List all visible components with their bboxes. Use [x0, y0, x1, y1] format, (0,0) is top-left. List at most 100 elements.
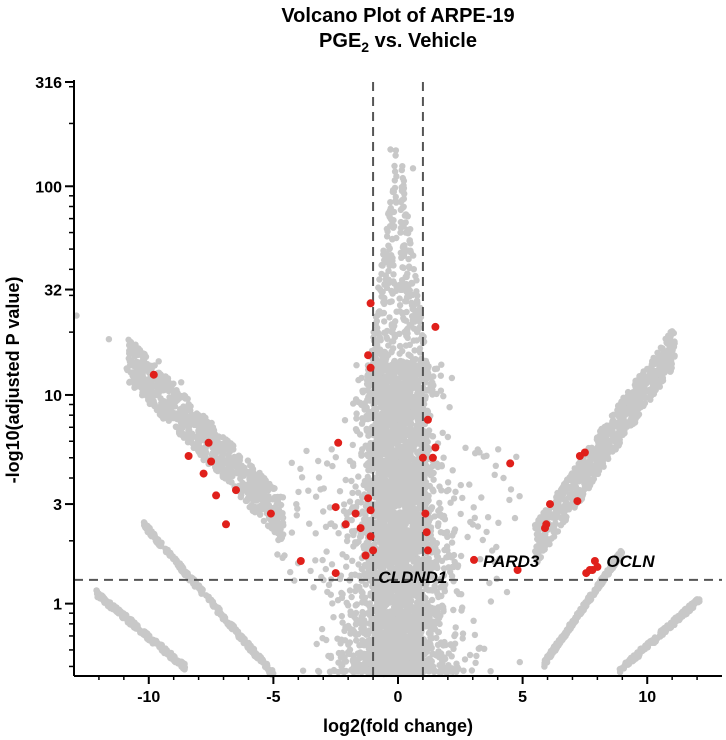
background-point: [377, 603, 384, 610]
background-point: [407, 352, 414, 360]
background-point: [358, 450, 365, 457]
background-point: [398, 277, 406, 284]
chart-title-line2: PGE2 vs. Vehicle: [319, 30, 477, 55]
background-point: [400, 177, 408, 185]
background-point: [312, 493, 320, 500]
background-point: [411, 347, 418, 354]
background-point: [248, 501, 256, 509]
background-point: [359, 493, 366, 501]
background-point: [447, 499, 454, 506]
background-point: [362, 581, 369, 588]
background-point: [440, 454, 447, 461]
background-point: [219, 460, 226, 467]
background-point: [142, 384, 150, 392]
background-point: [176, 394, 184, 401]
background-point: [340, 507, 348, 515]
background-point: [415, 519, 422, 527]
background-point: [373, 407, 380, 414]
background-point: [359, 508, 366, 515]
background-point: [389, 187, 397, 194]
background-point: [399, 444, 406, 452]
background-point: [402, 371, 409, 378]
background-point: [427, 625, 434, 632]
background-point: [388, 328, 395, 336]
background-point: [378, 512, 386, 519]
background-point: [437, 372, 444, 379]
background-point: [513, 453, 520, 460]
background-point: [374, 433, 381, 440]
background-point: [159, 387, 166, 394]
background-point: [352, 483, 359, 490]
background-point: [443, 487, 450, 495]
background-point: [355, 489, 362, 496]
background-point: [379, 622, 386, 630]
background-point: [361, 662, 368, 669]
background-point: [390, 217, 397, 224]
background-point: [369, 556, 377, 563]
background-point: [380, 664, 387, 671]
background-point: [416, 638, 424, 645]
background-point: [381, 329, 388, 336]
background-point: [457, 481, 464, 489]
background-point: [349, 441, 356, 449]
background-point: [410, 252, 417, 259]
background-point: [362, 519, 369, 526]
background-point: [448, 374, 456, 382]
background-point: [384, 553, 391, 560]
background-point: [457, 510, 464, 518]
background-point: [279, 519, 287, 527]
background-point: [326, 668, 334, 676]
background-point: [386, 245, 393, 252]
background-point: [342, 658, 350, 665]
background-point: [368, 467, 376, 474]
background-point: [389, 559, 397, 566]
background-point: [385, 276, 392, 283]
background-point: [385, 267, 392, 275]
background-point: [378, 419, 385, 426]
background-point: [197, 428, 204, 435]
background-point: [428, 596, 436, 604]
background-point: [487, 598, 495, 605]
background-point: [438, 592, 445, 600]
background-point: [495, 519, 502, 526]
background-point: [399, 637, 406, 644]
background-point: [444, 479, 452, 486]
background-point: [375, 520, 383, 527]
background-point: [435, 628, 442, 636]
background-point: [453, 668, 460, 675]
background-point: [448, 539, 456, 546]
background-point: [376, 553, 383, 560]
background-point: [151, 402, 158, 410]
background-point: [387, 434, 395, 441]
background-point: [422, 568, 430, 575]
background-point: [506, 496, 513, 504]
background-point: [381, 318, 388, 325]
background-point: [493, 575, 500, 582]
background-point: [412, 413, 420, 420]
background-point: [438, 361, 445, 368]
background-point: [255, 481, 263, 488]
background-point: [378, 261, 385, 269]
background-point: [387, 548, 395, 555]
background-point: [402, 219, 409, 226]
background-point: [236, 457, 243, 464]
background-point: [397, 527, 405, 534]
background-point: [387, 525, 394, 532]
background-point: [414, 654, 421, 662]
background-point: [516, 658, 523, 666]
background-point: [356, 399, 364, 406]
background-point: [185, 401, 192, 408]
background-point: [239, 483, 246, 490]
background-point: [435, 614, 443, 622]
background-point: [380, 251, 387, 258]
background-point: [409, 359, 416, 366]
background-point: [437, 387, 445, 394]
background-point: [397, 286, 404, 293]
background-point: [399, 557, 406, 564]
background-point: [433, 365, 441, 372]
background-point: [516, 493, 523, 500]
background-point: [392, 540, 399, 547]
background-point: [375, 284, 382, 291]
background-point: [464, 533, 471, 541]
background-point: [390, 372, 397, 380]
